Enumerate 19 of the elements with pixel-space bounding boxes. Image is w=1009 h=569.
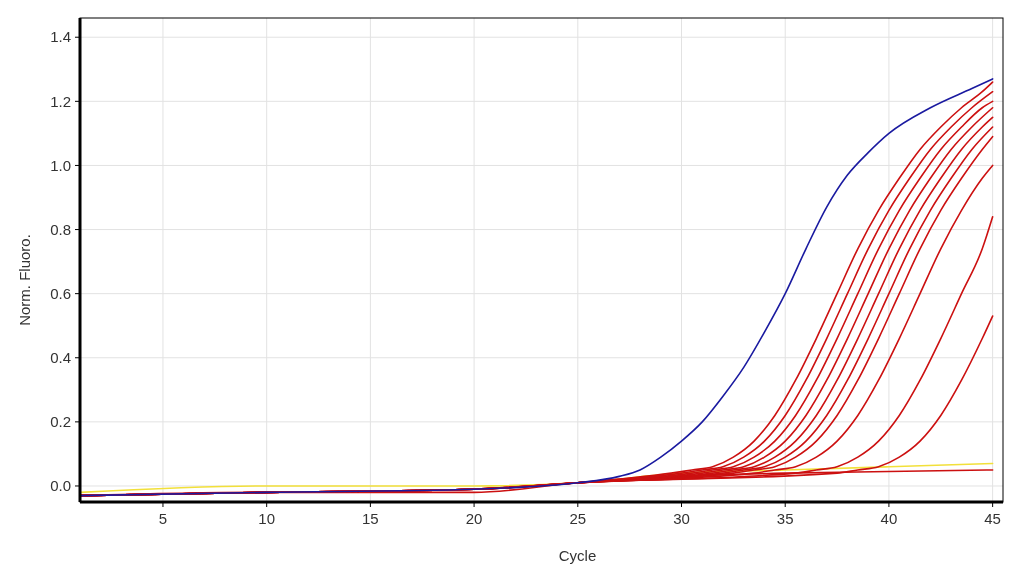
y-tick-label: 1.2 [50,92,71,110]
x-tick-label: 30 [673,510,690,527]
x-tick-label: 20 [465,510,483,527]
x-tick-label: 10 [258,510,276,527]
y-tick-label: 1.0 [50,156,71,174]
x-tick-label: 25 [569,510,587,527]
x-tick-label: 45 [984,510,1001,527]
y-tick-label: 0.0 [50,477,71,495]
x-tick-label: 35 [776,510,794,527]
y-tick-label: 0.6 [50,284,71,302]
x-axis-title: Cycle [558,547,597,564]
y-tick-label: 0.4 [50,349,71,367]
y-tick-label: 0.2 [50,413,71,431]
x-tick-label: 5 [158,510,168,527]
y-tick-label: 0.8 [50,220,71,238]
x-tick-label: 40 [880,510,898,527]
y-tick-label: 1.4 [50,28,71,46]
x-tick-label: 15 [362,510,379,527]
y-axis-title: Norm. Fluoro. [16,234,33,326]
